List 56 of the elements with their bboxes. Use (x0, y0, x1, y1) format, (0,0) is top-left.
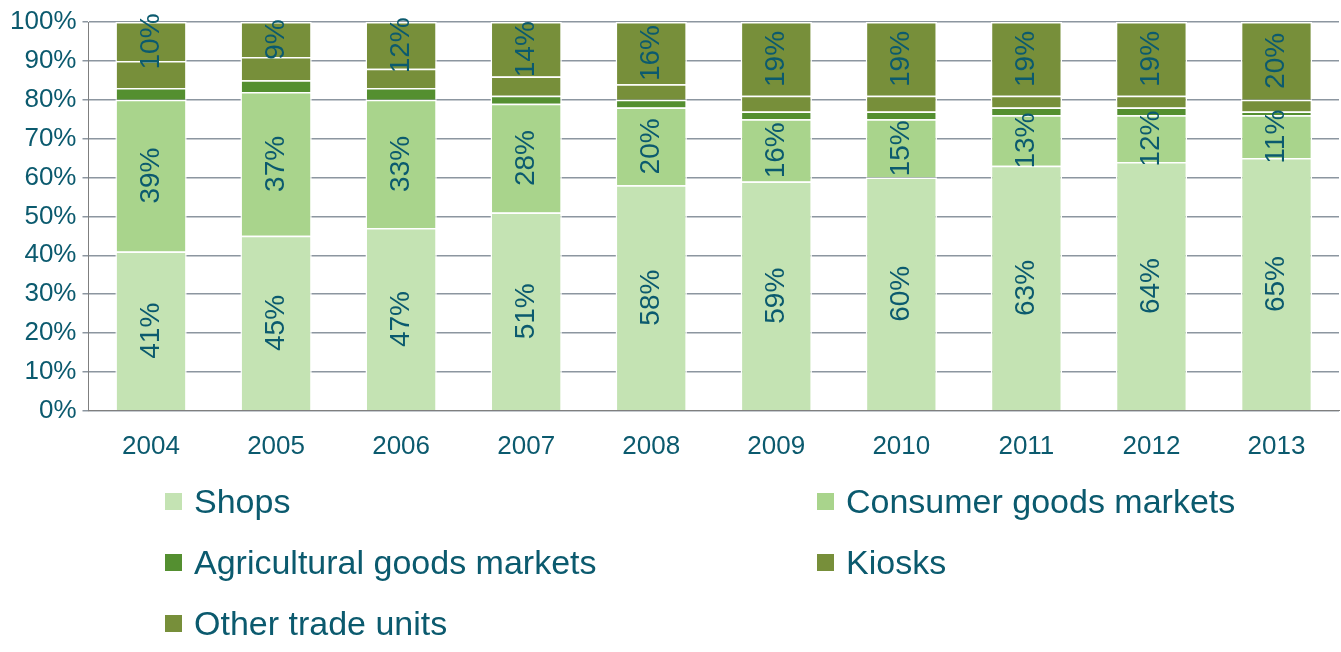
data-label: 12% (1134, 110, 1166, 167)
data-label: 12% (383, 17, 415, 74)
data-label: 60% (884, 265, 916, 322)
data-label: 41% (133, 302, 165, 359)
data-label: 19% (884, 30, 916, 87)
x-tick-label: 2011 (998, 429, 1055, 460)
data-label: 19% (1009, 30, 1041, 87)
data-label: 64% (1134, 257, 1166, 315)
data-label: 9% (258, 19, 290, 60)
y-tick-label: 10% (24, 355, 77, 386)
y-tick-label: 20% (24, 316, 77, 347)
data-label: 20% (633, 118, 665, 175)
data-label: 37% (258, 135, 290, 192)
data-label: 10% (133, 13, 165, 70)
y-tick-label: 40% (24, 238, 77, 269)
x-tick-label: 2005 (247, 429, 305, 460)
data-label: 51% (508, 283, 540, 340)
legend-label: Kiosks (846, 543, 947, 582)
data-label: 16% (758, 122, 790, 179)
data-label: 14% (508, 21, 540, 78)
data-label: 33% (383, 135, 415, 192)
data-label: 63% (1009, 259, 1041, 316)
data-label: 13% (1009, 112, 1041, 169)
data-label: 28% (508, 130, 540, 187)
x-tick-label: 2012 (1122, 429, 1181, 460)
data-label: 19% (1134, 30, 1166, 87)
y-tick-label: 80% (24, 82, 77, 113)
x-tick-label: 2006 (372, 429, 431, 460)
y-tick-label: 60% (24, 160, 77, 191)
y-tick-label: 70% (24, 121, 77, 152)
x-tick-label: 2004 (122, 429, 180, 460)
data-label: 58% (633, 269, 665, 326)
y-tick-label: 90% (24, 44, 77, 75)
data-label: 20% (1259, 32, 1291, 89)
y-tick-label: 100% (10, 5, 77, 36)
data-label: 47% (383, 291, 415, 348)
data-label: 16% (633, 25, 665, 82)
x-tick-label: 2009 (747, 429, 806, 460)
x-tick-label: 2008 (622, 429, 681, 460)
data-label: 39% (133, 147, 165, 204)
data-label: 19% (758, 30, 790, 87)
x-tick-label: 2010 (872, 429, 931, 460)
data-label: 45% (258, 294, 290, 351)
data-label: 11% (1259, 109, 1291, 164)
x-tick-label: 2007 (497, 429, 556, 460)
y-tick-label: 30% (24, 277, 77, 308)
legend-label: Consumer goods markets (846, 482, 1236, 521)
y-tick-label: 0% (38, 393, 77, 424)
y-tick-label: 50% (24, 199, 77, 230)
data-label: 15% (884, 120, 916, 177)
legend-label: Shops (194, 482, 291, 521)
x-tick-label: 2013 (1247, 429, 1306, 460)
data-label: 65% (1259, 256, 1291, 313)
legend-label: Other trade units (194, 604, 448, 643)
data-label: 59% (758, 267, 790, 324)
legend-label: Agricultural goods markets (194, 543, 597, 582)
